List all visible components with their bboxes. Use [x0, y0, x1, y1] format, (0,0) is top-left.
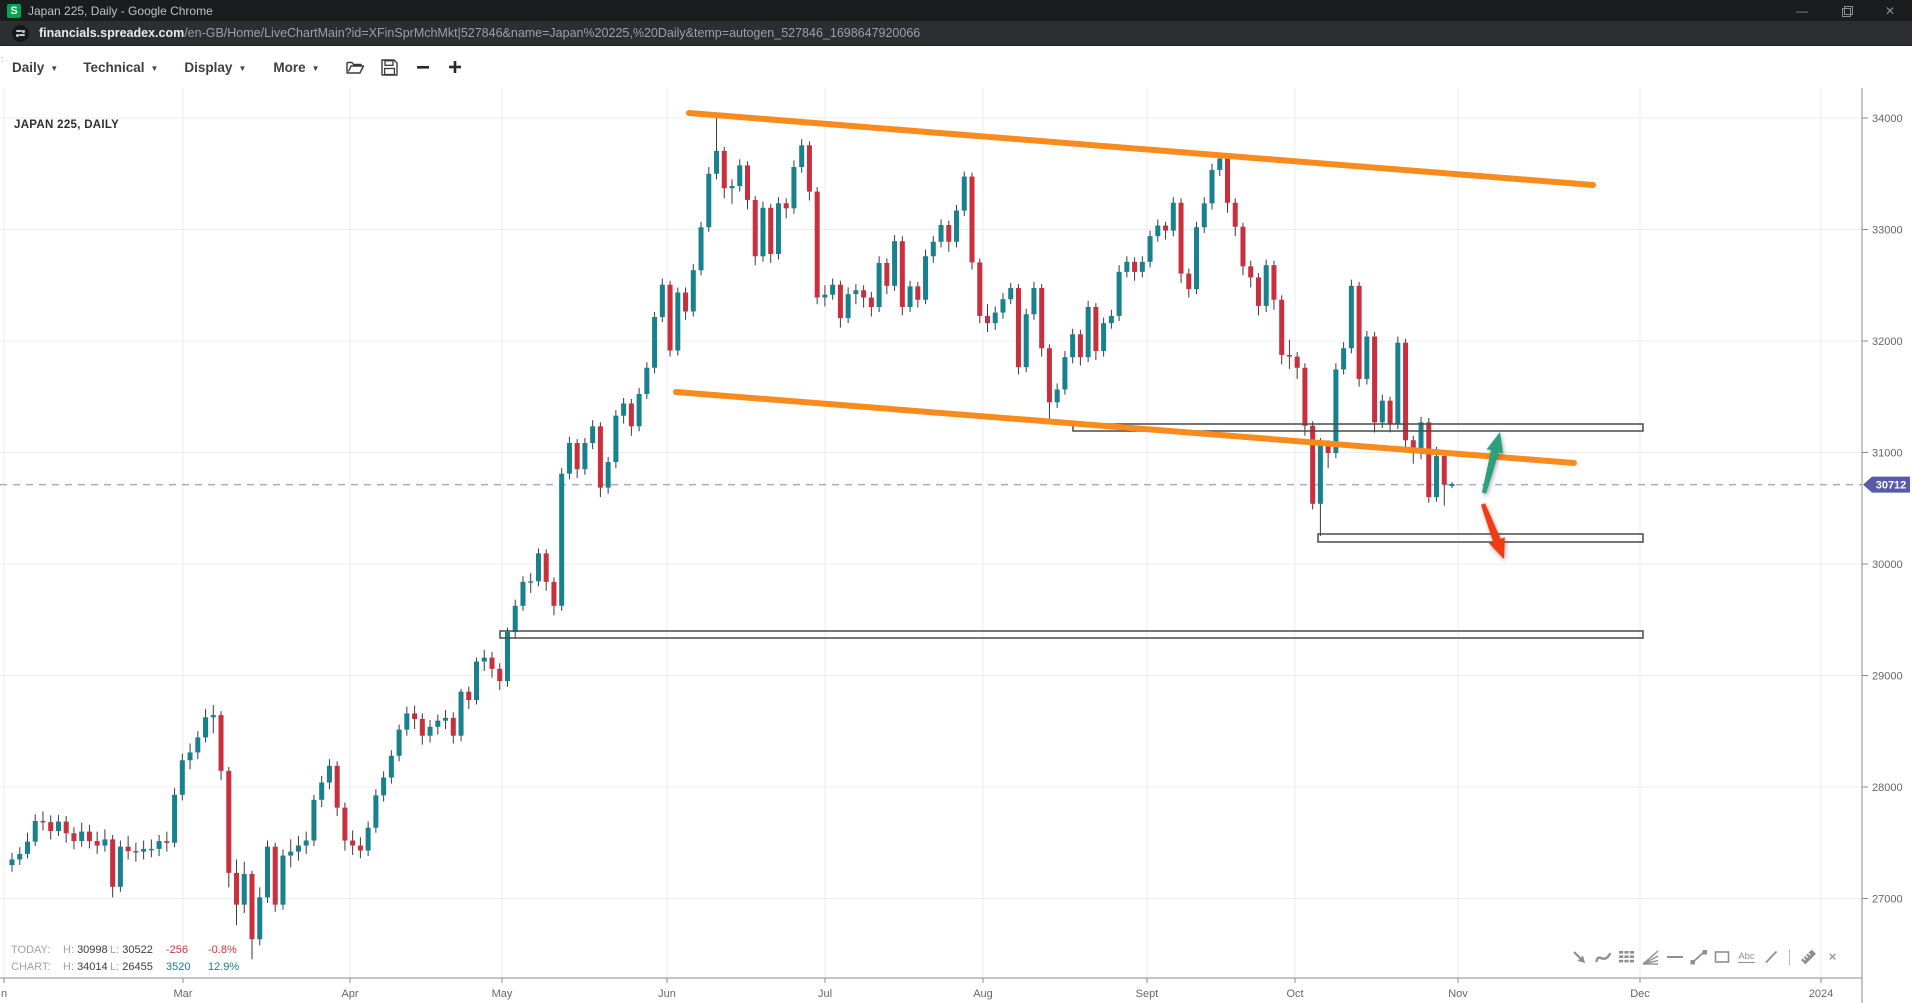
- today-low-value: 30522: [122, 944, 153, 956]
- session-stats: TODAY: H: 30998 L: 30522 -256 -0.8% CHAR…: [11, 942, 268, 975]
- arrow-tool-icon[interactable]: [1568, 946, 1589, 967]
- axes: 34000 33000 32000 31000 30000 29000 28000 27000…: [0, 88, 1903, 1003]
- chart-stats-row: CHART: H: 34014 L: 26455 3520 12.9%: [11, 959, 268, 976]
- svg-text:Sept: Sept: [1136, 988, 1159, 1000]
- url-bar[interactable]: financials.spreadex.com /en-GB/Home/Live…: [0, 21, 1912, 46]
- svg-text:Aug: Aug: [973, 988, 993, 1000]
- spreadex-logo-icon: S: [7, 3, 21, 18]
- timeframe-menu[interactable]: Daily ▼: [12, 60, 58, 75]
- svg-text:Jul: Jul: [818, 988, 832, 1000]
- chevron-down-icon: ▼: [50, 63, 59, 73]
- price-chart-canvas[interactable]: 34000 33000 32000 31000 30000 29000 28000 27000…: [0, 88, 1912, 1003]
- window-title: Japan 225, Daily - Google Chrome: [28, 3, 213, 18]
- up-arrow-annotation[interactable]: [1481, 432, 1504, 494]
- timeframe-menu-label: Daily: [12, 59, 45, 75]
- svg-text:28000: 28000: [1872, 782, 1903, 794]
- today-high-value: 30998: [77, 944, 108, 956]
- maximize-button[interactable]: [1824, 0, 1868, 21]
- chart-label: CHART:: [11, 960, 51, 973]
- svg-text:May: May: [492, 988, 513, 1000]
- svg-text:30712: 30712: [1876, 480, 1907, 492]
- rectangle-tool-icon[interactable]: [1712, 946, 1733, 967]
- horizontal-line-tool-icon[interactable]: [1664, 946, 1685, 967]
- toolbar-separator: [1789, 948, 1790, 965]
- svg-text:Nov: Nov: [1448, 988, 1468, 1000]
- technical-menu-label: Technical: [83, 59, 145, 75]
- today-change-value: -256: [166, 944, 189, 956]
- technical-menu[interactable]: Technical ▼: [83, 60, 158, 75]
- url-domain: financials.spreadex.com: [39, 26, 185, 40]
- svg-text:Apr: Apr: [341, 988, 358, 1000]
- svg-text:Dec: Dec: [1630, 988, 1650, 1000]
- low-label: L:: [110, 960, 120, 973]
- display-menu-label: Display: [184, 59, 233, 75]
- more-menu[interactable]: More ▼: [273, 60, 319, 75]
- svg-text:34000: 34000: [1872, 113, 1903, 125]
- svg-text:Jun: Jun: [658, 988, 676, 1000]
- svg-text:2024: 2024: [1809, 988, 1833, 1000]
- low-label: L:: [110, 944, 120, 956]
- delete-tool-icon[interactable]: ×: [1828, 949, 1837, 964]
- chevron-down-icon: ▼: [238, 63, 247, 73]
- chart-toolbar: : Daily ▼ Technical ▼ Display ▼ More ▼: [0, 46, 1912, 88]
- zoom-out-icon[interactable]: [411, 55, 435, 79]
- today-stats-row: TODAY: H: 30998 L: 30522 -256 -0.8%: [11, 942, 268, 959]
- chevron-down-icon: ▼: [311, 63, 320, 73]
- window-title-bar: S Japan 225, Daily - Google Chrome — ✕: [0, 0, 1912, 21]
- drawing-toolbar: Abc ×: [1568, 946, 1843, 967]
- chart-change-pct: 12.9%: [208, 960, 240, 973]
- chart-area: 34000 33000 32000 31000 30000 29000 28000 27000…: [0, 88, 1912, 1003]
- zoom-in-icon[interactable]: [443, 55, 467, 79]
- trend-line-tool-icon[interactable]: [1688, 946, 1709, 967]
- svg-text:30000: 30000: [1872, 559, 1903, 571]
- fan-lines-tool-icon[interactable]: [1640, 946, 1661, 967]
- candles: [9, 116, 1455, 960]
- open-folder-icon[interactable]: [344, 55, 368, 79]
- down-arrow-annotation[interactable]: [1480, 503, 1505, 559]
- minimize-button[interactable]: —: [1796, 3, 1808, 18]
- svg-text:n: n: [1, 988, 7, 1000]
- grid-tool-icon[interactable]: [1616, 946, 1637, 967]
- trend-line[interactable]: [673, 389, 1577, 466]
- last-price-badge: 30712: [1863, 476, 1910, 493]
- diagonal-line-tool-icon[interactable]: [1760, 946, 1781, 967]
- high-label: H:: [63, 960, 74, 973]
- gridlines: [0, 88, 1862, 978]
- display-menu[interactable]: Display ▼: [184, 60, 246, 75]
- today-label: TODAY:: [11, 944, 51, 956]
- save-icon[interactable]: [378, 55, 402, 79]
- svg-text:Mar: Mar: [174, 988, 193, 1000]
- chart-high-value: 34014: [77, 960, 108, 973]
- restore-icon: [1841, 6, 1853, 17]
- svg-text:33000: 33000: [1872, 225, 1903, 237]
- chevron-down-icon: ▼: [150, 63, 159, 73]
- curve-tool-icon[interactable]: [1592, 946, 1613, 967]
- svg-text:27000: 27000: [1872, 894, 1903, 906]
- chart-change-value: 3520: [166, 960, 191, 973]
- svg-text:Oct: Oct: [1286, 988, 1303, 1000]
- high-label: H:: [63, 944, 74, 956]
- ruler-tool-icon[interactable]: [1798, 946, 1819, 967]
- window-edge-artifact: :: [1, 54, 4, 64]
- close-button[interactable]: ✕: [1884, 3, 1896, 18]
- site-settings-icon[interactable]: [12, 24, 29, 42]
- text-tool-icon[interactable]: Abc: [1738, 950, 1755, 963]
- zone-rectangles[interactable]: [499, 423, 1644, 639]
- chart-low-value: 26455: [122, 960, 153, 973]
- svg-text:29000: 29000: [1872, 671, 1903, 683]
- svg-text:32000: 32000: [1872, 336, 1903, 348]
- trend-line[interactable]: [686, 110, 1596, 188]
- today-change-pct: -0.8%: [208, 944, 237, 956]
- more-menu-label: More: [273, 59, 306, 75]
- chart-title: JAPAN 225, DAILY: [14, 119, 120, 131]
- svg-text:31000: 31000: [1872, 448, 1903, 460]
- url-path: /en-GB/Home/LiveChartMain?id=XFinSprMchM…: [184, 26, 921, 40]
